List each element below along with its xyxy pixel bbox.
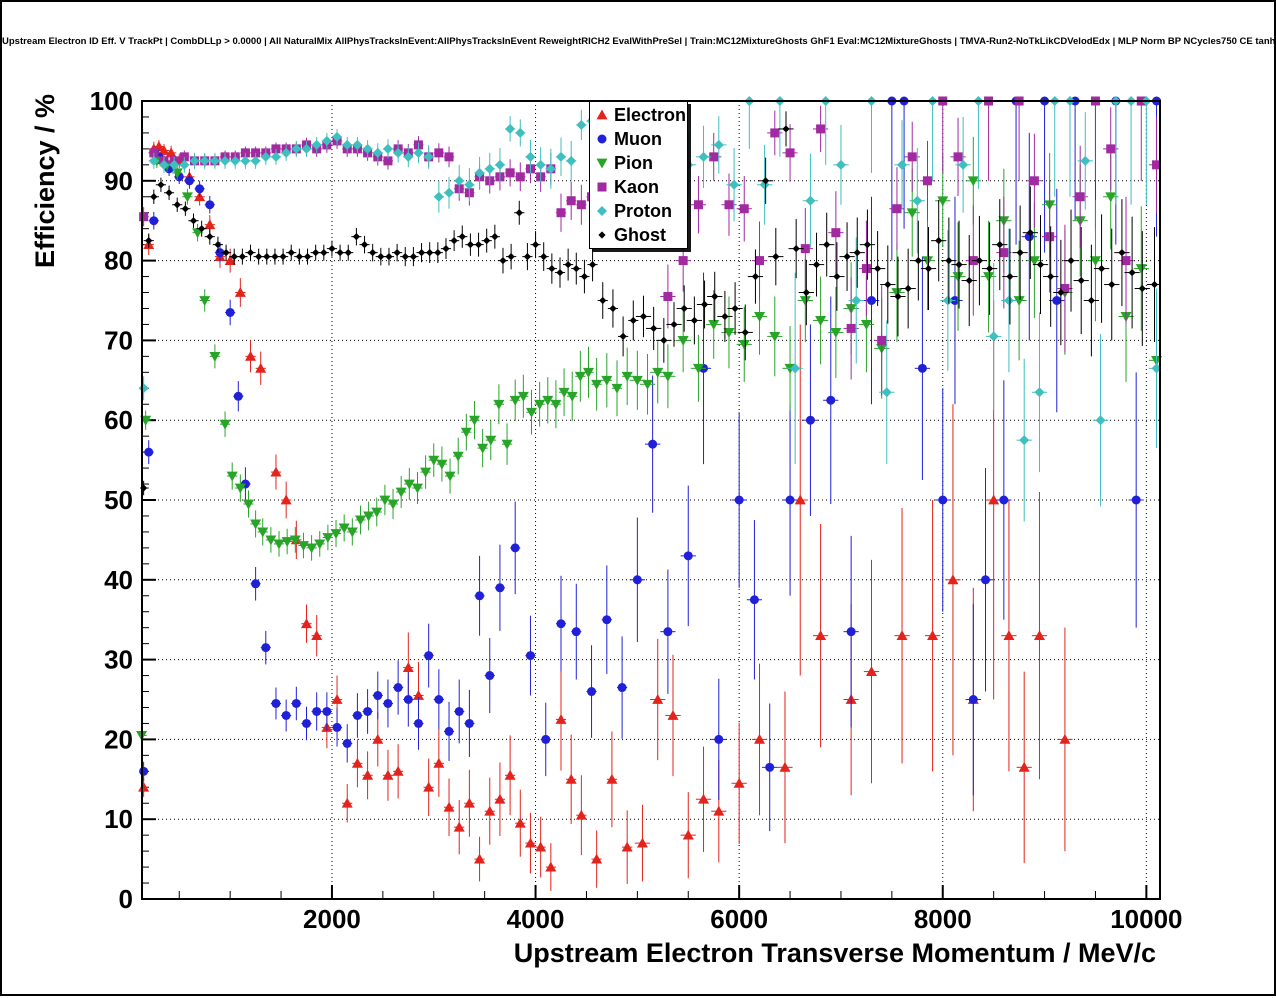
y-tick-labels: 0 10 20 30 40 50 60 70 80 90 100 <box>90 86 133 914</box>
legend-marker-small-diamond-icon <box>598 231 606 239</box>
legend-entry-ghost: Ghost <box>590 223 687 247</box>
legend-marker-circle-icon <box>597 134 607 144</box>
legend-entry-kaon: Kaon <box>590 175 687 199</box>
svg-text:4000: 4000 <box>507 904 565 934</box>
svg-text:70: 70 <box>104 325 133 355</box>
legend-entry-pion: Pion <box>590 151 687 175</box>
svg-text:90: 90 <box>104 166 133 196</box>
x-tick-labels: 2000 4000 6000 8000 10000 <box>303 904 1182 934</box>
svg-text:10: 10 <box>104 804 133 834</box>
x-axis-title: Upstream Electron Transverse Momentum / … <box>513 938 1156 968</box>
legend-label: Pion <box>614 152 653 173</box>
legend-label: Muon <box>614 128 662 149</box>
series-electron <box>138 140 1073 892</box>
legend-entry-muon: Muon <box>590 127 687 151</box>
legend-marker-square-icon <box>597 182 607 192</box>
legend-marker-triangle-down-icon <box>596 158 608 169</box>
legend-marker-triangle-up-icon <box>596 109 608 120</box>
series-ghost <box>140 111 1160 496</box>
legend-entries: Electron Muon Pion Kaon Proton Ghost <box>590 103 687 247</box>
legend-entry-proton: Proton <box>590 199 687 223</box>
svg-text:80: 80 <box>104 246 133 276</box>
svg-text:30: 30 <box>104 645 133 675</box>
svg-text:0: 0 <box>119 884 133 914</box>
svg-text:50: 50 <box>104 485 133 515</box>
y-axis-title: Efficiency / % <box>30 93 60 268</box>
axis-ticks <box>142 100 1148 900</box>
legend-entry-electron: Electron <box>590 103 687 127</box>
legend: Electron Muon Pion Kaon Proton Ghost <box>589 101 688 249</box>
svg-text:8000: 8000 <box>914 904 972 934</box>
error-bars-electron <box>142 140 1073 892</box>
svg-text:2000: 2000 <box>303 904 361 934</box>
svg-text:10000: 10000 <box>1110 904 1182 934</box>
svg-text:6000: 6000 <box>710 904 768 934</box>
plot-title: Upstream Electron ID Eff. V TrackPt | Co… <box>2 36 1276 47</box>
legend-label: Kaon <box>614 176 659 197</box>
svg-text:100: 100 <box>90 86 133 116</box>
svg-text:60: 60 <box>104 405 133 435</box>
series-pion <box>136 136 1163 744</box>
legend-label: Ghost <box>614 224 666 245</box>
legend-label: Proton <box>614 200 672 221</box>
svg-text:40: 40 <box>104 565 133 595</box>
svg-text:20: 20 <box>104 724 133 754</box>
legend-label: Electron <box>614 104 687 125</box>
legend-marker-diamond-icon <box>597 206 607 216</box>
